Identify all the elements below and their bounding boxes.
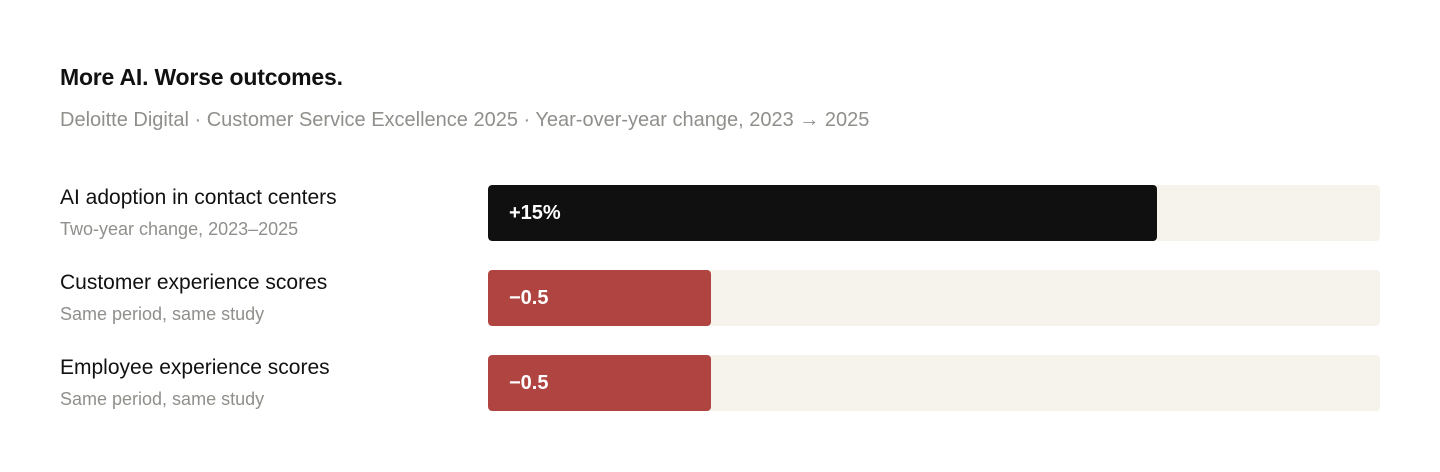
bar: −0.5 xyxy=(488,355,711,411)
bar-value-label: −0.5 xyxy=(509,371,549,394)
bar-row-customer-experience: Customer experience scores Same period, … xyxy=(60,270,1380,326)
bar-value-label: −0.5 xyxy=(509,286,549,309)
category-label: AI adoption in contact centers xyxy=(60,186,337,209)
row-label: AI adoption in contact centers Two-year … xyxy=(60,185,480,241)
row-label: Customer experience scores Same period, … xyxy=(60,270,480,326)
bar-row-employee-experience: Employee experience scores Same period, … xyxy=(60,355,1380,411)
bar: +15% xyxy=(488,185,1157,241)
bar-value-label: +15% xyxy=(509,201,561,224)
chart-title: More AI. Worse outcomes. xyxy=(60,64,343,90)
bar-row-ai-adoption: AI adoption in contact centers Two-year … xyxy=(60,185,1380,241)
bar: −0.5 xyxy=(488,270,711,326)
bar-track: −0.5 xyxy=(488,270,1380,326)
bar-track: −0.5 xyxy=(488,355,1380,411)
category-note: Two-year change, 2023–2025 xyxy=(60,219,299,239)
row-label: Employee experience scores Same period, … xyxy=(60,355,480,411)
category-label: Employee experience scores xyxy=(60,356,330,379)
bar-track: +15% xyxy=(488,185,1380,241)
category-note: Same period, same study xyxy=(60,304,265,324)
chart-subtitle: Deloitte Digital · Customer Service Exce… xyxy=(60,109,870,131)
category-note: Same period, same study xyxy=(60,389,265,409)
category-label: Customer experience scores xyxy=(60,271,328,294)
